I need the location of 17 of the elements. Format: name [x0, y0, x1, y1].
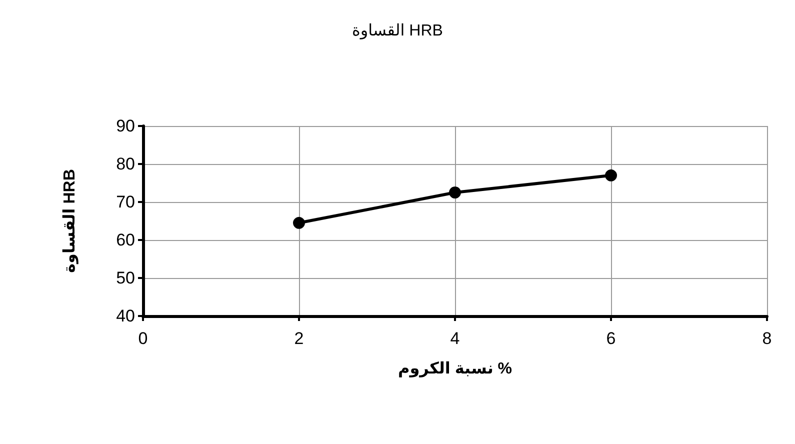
point — [605, 169, 617, 182]
y-tick-label: 60 — [116, 230, 135, 250]
y-tick-label: 50 — [116, 268, 135, 288]
y-tick-label: 70 — [116, 192, 135, 212]
chart-title: القساوة HRB — [352, 22, 443, 40]
y-tick-label: 40 — [116, 306, 135, 326]
x-tick-label: 8 — [762, 329, 772, 348]
y-axis-title: القساوة HRB — [62, 169, 78, 273]
x-tick-label: 6 — [606, 329, 616, 348]
point — [449, 186, 461, 198]
y-tick-label: 80 — [116, 154, 135, 174]
x-tick-label: 2 — [294, 329, 304, 348]
point — [293, 216, 305, 229]
x-axis-title: نسبة الكروم % — [398, 360, 512, 378]
x-tick-label: 0 — [138, 329, 148, 348]
x-tick-label: 4 — [450, 329, 460, 348]
y-tick-label: 90 — [116, 116, 135, 136]
